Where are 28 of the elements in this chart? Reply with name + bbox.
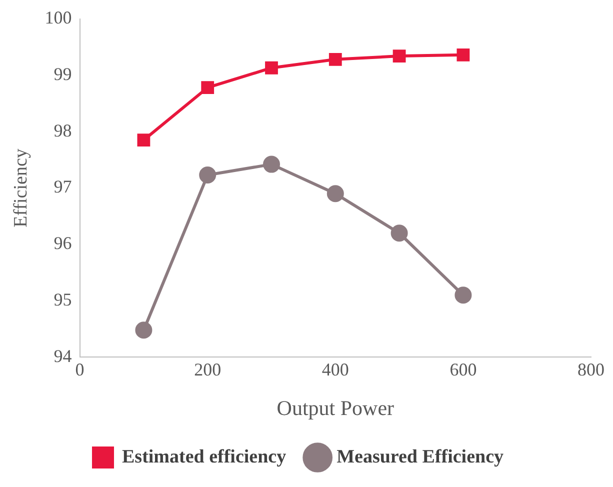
point — [265, 61, 278, 74]
point — [390, 224, 408, 242]
x-tick-label: 600 — [450, 360, 477, 380]
point — [201, 81, 214, 94]
y-axis-title: Efficiency — [10, 148, 32, 228]
point — [392, 50, 406, 62]
x-axis-title: Output Power — [276, 396, 394, 420]
y-tick-label: 95 — [54, 290, 72, 310]
y-tick-label: 99 — [54, 64, 72, 84]
x-tick-label: 200 — [194, 360, 222, 380]
legend-label: Estimated efficiency — [122, 446, 287, 468]
point — [263, 156, 280, 173]
point — [199, 166, 216, 184]
x-tick-label: 800 — [578, 360, 604, 380]
point — [454, 286, 472, 304]
y-tick-label: 96 — [54, 233, 72, 254]
x-tick-label: 0 — [75, 360, 84, 380]
point — [328, 52, 342, 66]
point — [135, 322, 152, 339]
y-tick-label: 97 — [54, 176, 72, 197]
y-tick-label: 100 — [44, 8, 72, 28]
y-tick-label: 98 — [54, 120, 72, 140]
point — [137, 134, 150, 147]
x-tick-label: 400 — [322, 360, 349, 380]
y-tick-label: 94 — [54, 346, 72, 366]
legend-label: Measured Efficiency — [336, 446, 504, 468]
point — [456, 48, 470, 62]
point — [326, 185, 344, 202]
